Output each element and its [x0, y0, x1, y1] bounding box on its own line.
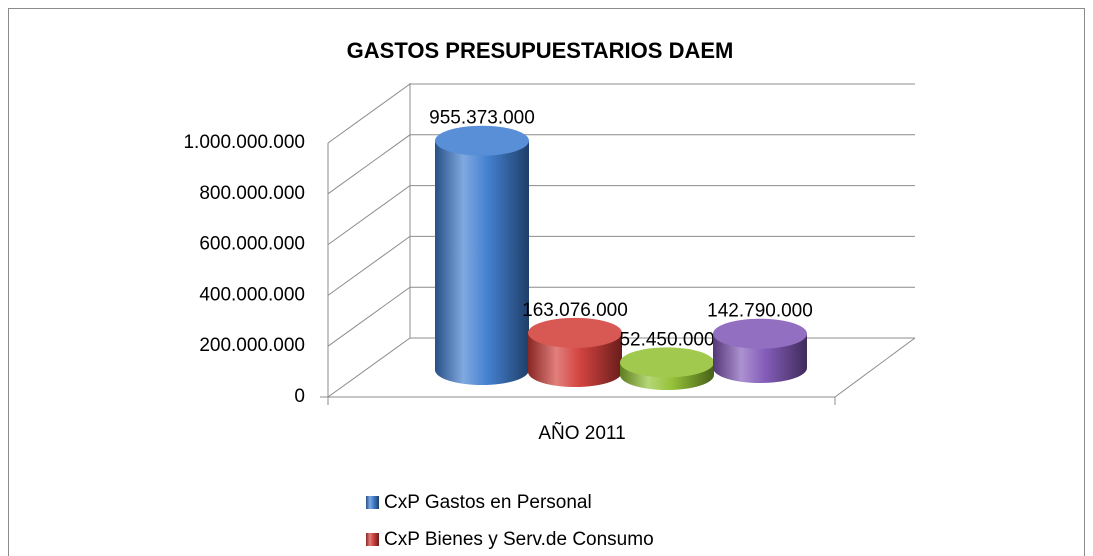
data-label: 955.373.000 — [429, 108, 535, 129]
y-tick-label: 200.000.000 — [199, 335, 305, 356]
y-tick-label: 400.000.000 — [199, 284, 305, 305]
legend-label: CxP Bienes y Serv.de Consumo — [384, 529, 654, 550]
bar-top — [713, 318, 807, 349]
grid-line — [327, 185, 915, 246]
bar-top — [528, 317, 622, 348]
data-label: 142.790.000 — [707, 301, 813, 322]
y-tick-label: 0 — [294, 386, 305, 407]
data-label: 52.450.000 — [619, 329, 714, 350]
data-label: 163.076.000 — [522, 300, 628, 321]
bar-top — [435, 125, 529, 156]
legend-label: CxP Gastos en Personal — [384, 492, 592, 513]
y-tick-label: 800.000.000 — [199, 183, 305, 204]
bar-top — [620, 347, 714, 378]
grid-line — [327, 286, 915, 347]
bar — [435, 140, 529, 385]
y-tick-label: 1.000.000.000 — [183, 132, 305, 153]
grid-line — [327, 134, 915, 195]
y-tick-label: 600.000.000 — [199, 234, 305, 255]
x-tick-label: AÑO 2011 — [538, 422, 625, 444]
chart-frame — [8, 8, 1085, 556]
legend-swatch — [366, 533, 379, 546]
grid-line — [327, 83, 915, 144]
grid-line — [327, 235, 915, 296]
legend-swatch — [366, 496, 379, 509]
chart-title: GASTOS PRESUPUESTARIOS DAEM — [347, 38, 734, 63]
bar — [528, 332, 622, 387]
